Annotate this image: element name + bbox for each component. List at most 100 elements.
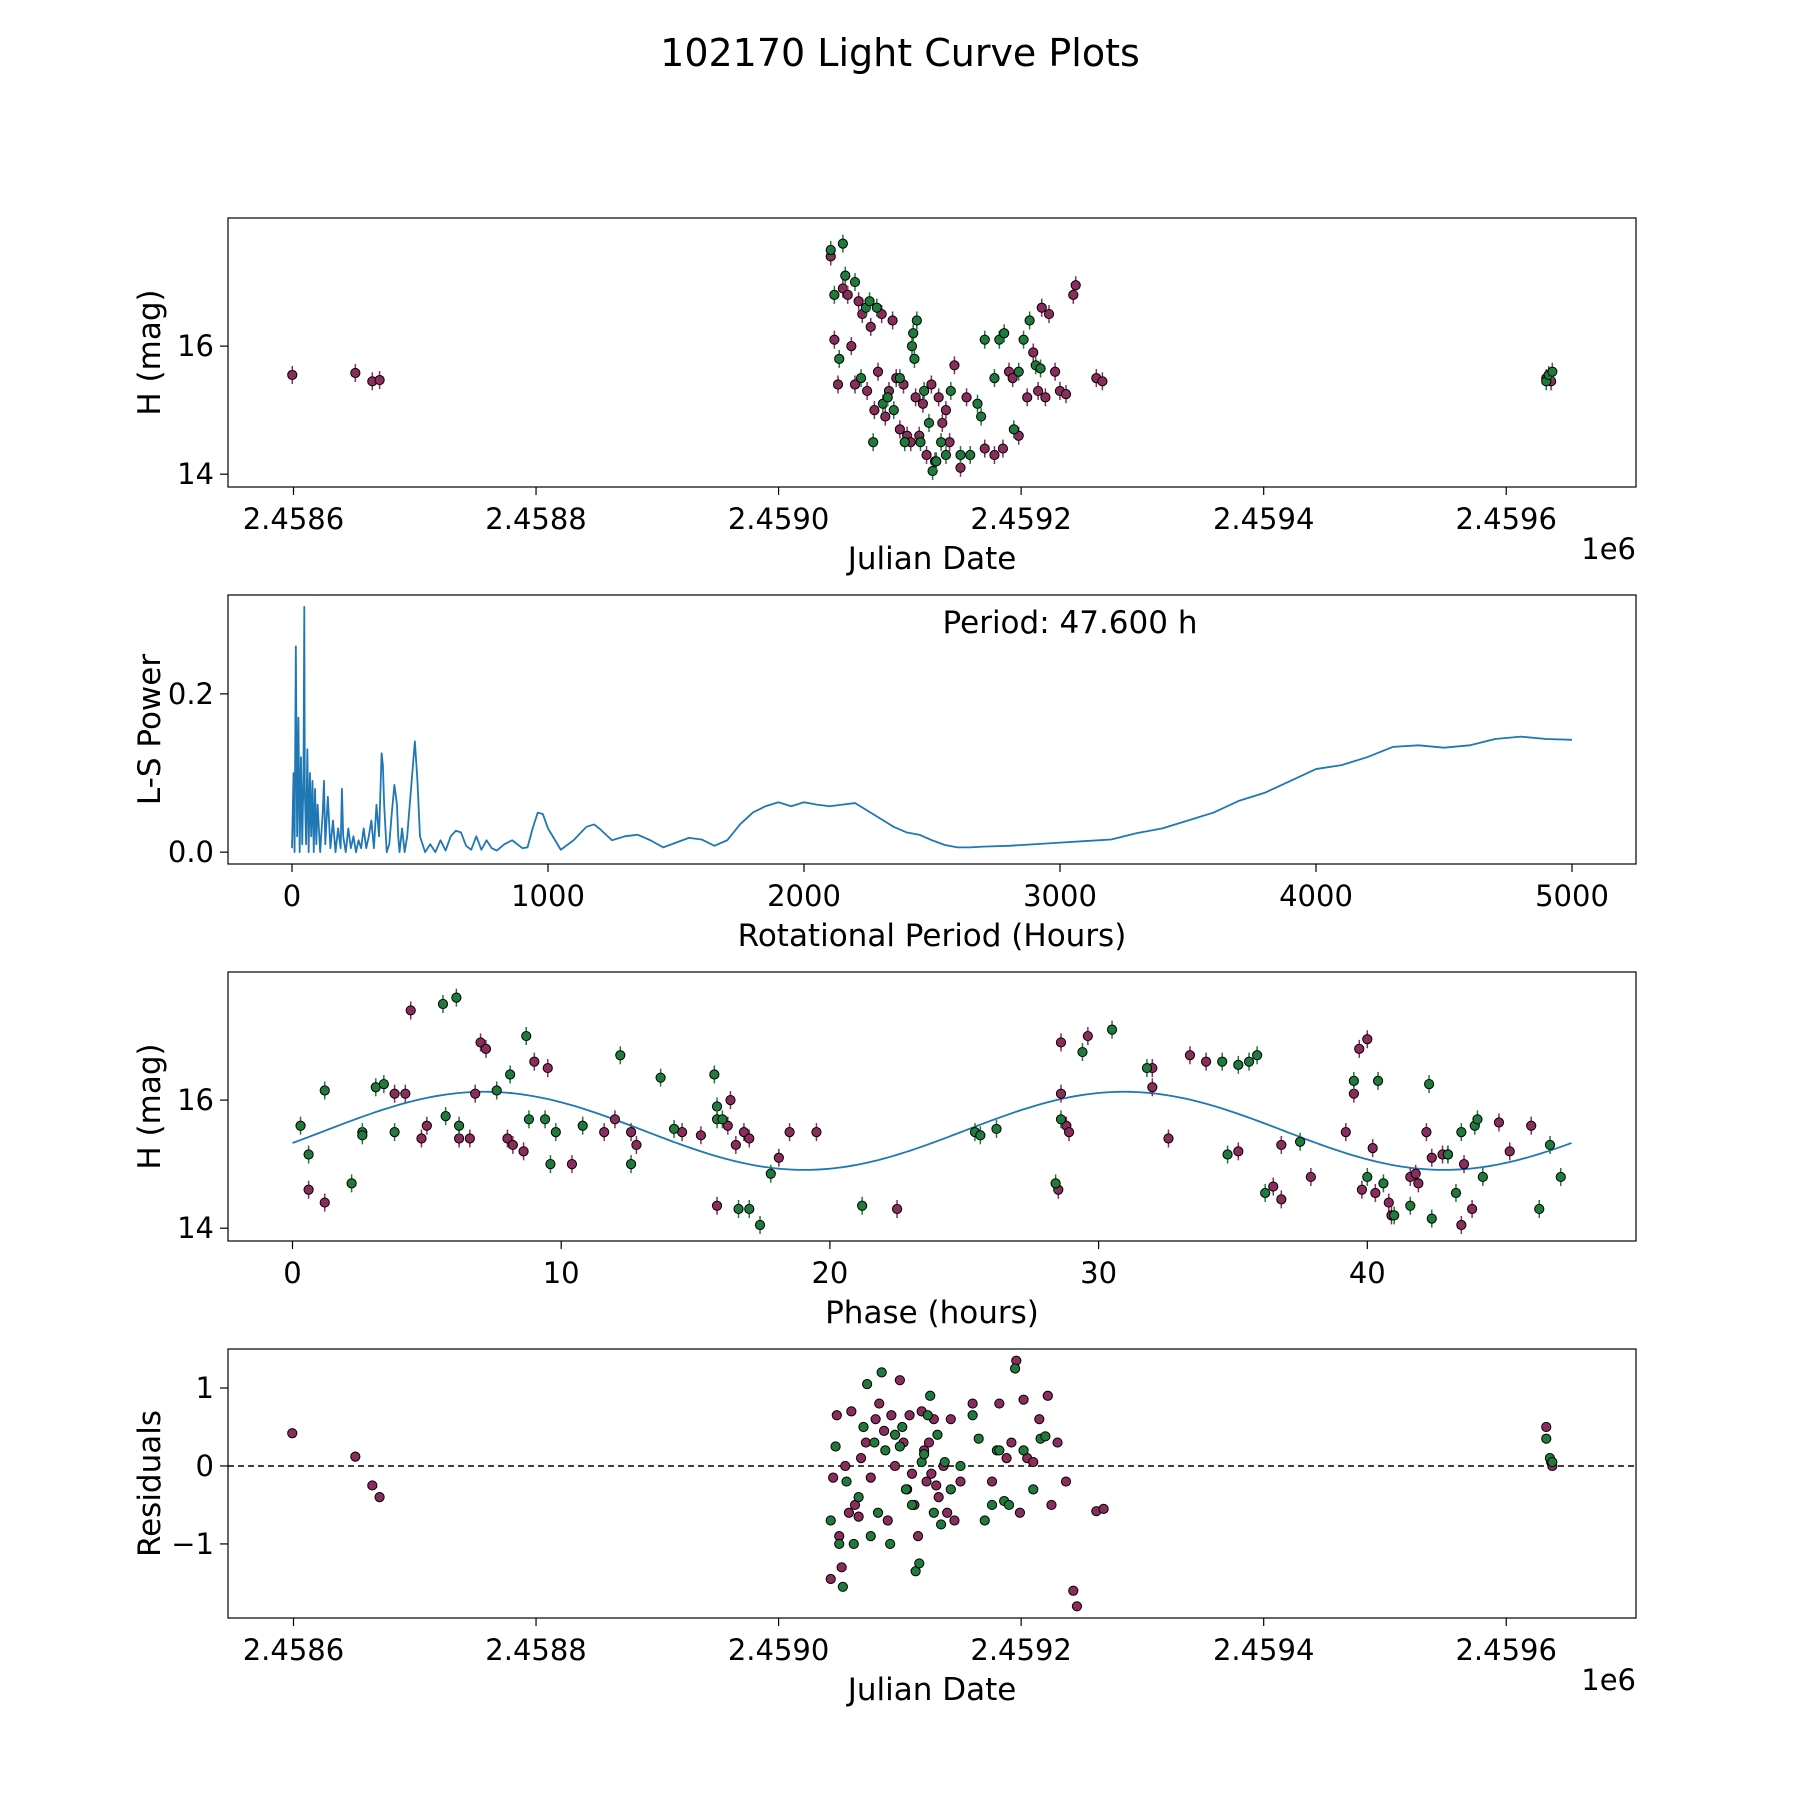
data-point xyxy=(889,1429,901,1440)
panel-data-layer xyxy=(228,1355,1636,1612)
data-point xyxy=(926,1468,937,1479)
data-point xyxy=(858,1421,869,1433)
data-point xyxy=(846,1406,857,1417)
data-point xyxy=(539,1114,551,1125)
data-point xyxy=(1378,1178,1389,1189)
data-point xyxy=(1033,385,1044,397)
data-point xyxy=(577,1120,588,1131)
x-tick-label: 2.4586 xyxy=(243,502,344,536)
data-point xyxy=(1052,1437,1063,1448)
y-tick-label: 0.2 xyxy=(168,677,214,711)
y-tick-label: 16 xyxy=(177,1083,214,1117)
data-point xyxy=(928,1507,939,1518)
data-point xyxy=(1035,363,1046,374)
data-point xyxy=(378,1078,389,1090)
data-point xyxy=(733,1203,744,1215)
data-point xyxy=(1493,1117,1505,1128)
data-point xyxy=(979,443,990,454)
data-point xyxy=(889,1460,901,1472)
data-point xyxy=(1060,1476,1072,1487)
data-point xyxy=(979,334,990,345)
y-tick-label: 14 xyxy=(177,1211,214,1245)
data-point xyxy=(1477,1171,1488,1183)
data-point xyxy=(1097,376,1108,387)
data-point xyxy=(832,379,844,390)
data-point xyxy=(914,1558,925,1569)
data-point xyxy=(1028,347,1039,358)
data-point xyxy=(910,392,921,403)
data-point xyxy=(849,276,861,288)
data-point xyxy=(880,1445,891,1456)
data-point xyxy=(405,1005,416,1016)
data-point xyxy=(1456,1219,1467,1231)
y-tick-label: 14 xyxy=(177,457,214,491)
data-point xyxy=(1022,392,1033,403)
x-offset-label: 1e6 xyxy=(1581,1663,1636,1697)
data-point xyxy=(931,456,942,467)
data-point xyxy=(744,1133,755,1144)
data-point xyxy=(841,1476,852,1487)
data-point xyxy=(937,417,948,429)
data-point xyxy=(855,373,867,384)
data-point xyxy=(1426,1213,1437,1224)
data-point xyxy=(1018,334,1029,345)
x-axis-label: Phase (hours) xyxy=(825,1295,1039,1331)
data-point xyxy=(1405,1200,1416,1211)
data-point xyxy=(865,1472,876,1483)
data-point xyxy=(945,1414,956,1425)
y-axis-label: H (mag) xyxy=(132,1043,168,1169)
data-point xyxy=(945,385,956,397)
data-point xyxy=(722,1120,733,1131)
data-point xyxy=(885,1538,896,1550)
y-axis-label: H (mag) xyxy=(132,289,168,415)
data-point xyxy=(829,289,840,300)
x-offset-label: 1e6 xyxy=(1581,532,1636,566)
data-point xyxy=(1200,1056,1212,1067)
data-point xyxy=(991,1123,1002,1135)
data-point xyxy=(784,1127,795,1138)
data-point xyxy=(1547,366,1558,377)
data-point xyxy=(837,238,848,249)
y-axis-label: L-S Power xyxy=(132,654,168,805)
data-point xyxy=(566,1159,578,1170)
data-point xyxy=(1040,392,1051,403)
data-point xyxy=(1466,1203,1478,1215)
data-point xyxy=(389,1127,400,1138)
data-point xyxy=(440,1111,451,1122)
data-point xyxy=(1534,1203,1545,1215)
data-point xyxy=(1068,289,1079,300)
panel-data-layer xyxy=(287,234,1558,480)
data-point xyxy=(868,437,879,448)
panel-residuals: 2.4586 2.4588 2.4590 2.4592 2.4594 2.4596 −1 0 1… xyxy=(132,1348,1637,1708)
data-point xyxy=(1082,1030,1093,1042)
data-point xyxy=(1013,366,1024,377)
x-tick-label: 0 xyxy=(283,1256,301,1290)
data-point xyxy=(346,1178,357,1189)
data-point xyxy=(1243,1056,1255,1067)
data-point xyxy=(1348,1075,1359,1086)
sinusoid-fit-line xyxy=(292,1090,1572,1171)
data-point xyxy=(831,1410,842,1421)
data-point xyxy=(848,1538,859,1550)
data-point xyxy=(717,1114,728,1125)
panel-data-layer xyxy=(291,605,1573,854)
data-point xyxy=(836,1562,847,1573)
data-point xyxy=(1547,1456,1558,1468)
data-point xyxy=(1356,1184,1368,1195)
data-point xyxy=(1526,1120,1537,1131)
data-point xyxy=(470,1088,481,1099)
data-point xyxy=(834,1538,845,1550)
data-point xyxy=(631,1139,642,1151)
data-point xyxy=(1028,1456,1039,1468)
data-point xyxy=(1024,315,1035,326)
data-point xyxy=(374,374,385,386)
data-point xyxy=(287,1428,298,1439)
data-point xyxy=(1423,1078,1435,1090)
data-point xyxy=(955,1476,966,1487)
data-point xyxy=(453,1133,465,1144)
data-point xyxy=(945,1484,956,1495)
data-point xyxy=(853,1511,864,1522)
x-tick-label: 2.4596 xyxy=(1455,502,1556,536)
x-tick-label: 2.4594 xyxy=(1213,502,1314,536)
